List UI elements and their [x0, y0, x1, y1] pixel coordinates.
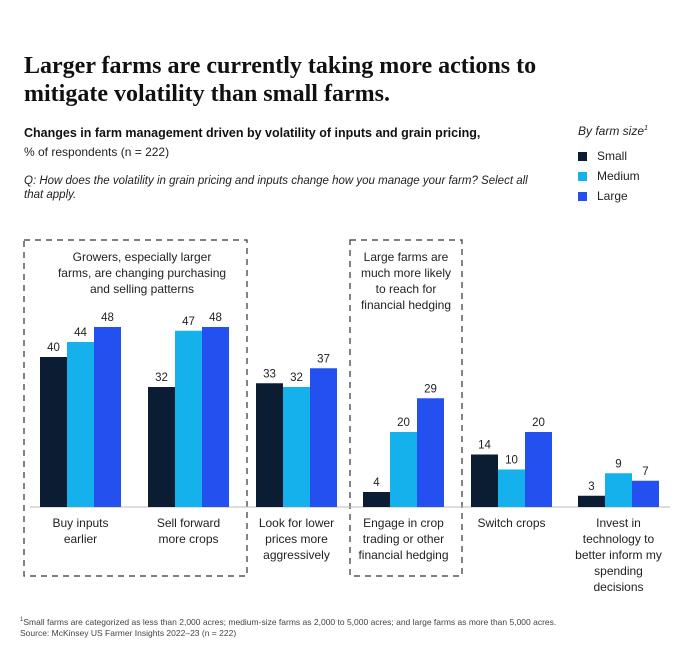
chart-unit: % of respondents (n = 222): [24, 145, 170, 159]
category-label-1-line-0: Sell forward: [157, 516, 220, 530]
annotation-1-line-3: financial hedging: [361, 298, 451, 312]
category-label-5-line-0: Invest in: [596, 516, 641, 530]
bar-small-3: [363, 492, 390, 507]
bar-medium-3: [390, 432, 417, 507]
category-label-3-line-2: financial hedging: [358, 548, 448, 562]
footnote-line-2: Source: McKinsey US Farmer Insights 2022…: [20, 627, 237, 638]
bar-small-4: [471, 454, 498, 507]
value-label-medium-0: 44: [74, 327, 87, 339]
category-label-2-line-1: prices more: [265, 532, 328, 546]
legend-title-text: By farm size: [578, 124, 645, 138]
category-label-0-line-0: Buy inputs: [52, 516, 108, 530]
annotation-0-line-1: farms, are changing purchasing: [58, 266, 226, 280]
category-label-1-line-1: more crops: [158, 532, 218, 546]
bar-medium-5: [605, 473, 632, 507]
legend-item-large: Large: [578, 186, 648, 206]
annotation-box-hedging: [349, 239, 463, 577]
value-label-large-0: 48: [101, 312, 114, 324]
value-label-small-5: 3: [588, 481, 594, 493]
legend-label-medium: Medium: [597, 169, 640, 183]
value-label-medium-4: 10: [505, 455, 518, 467]
legend-item-medium: Medium: [578, 166, 648, 186]
bar-medium-2: [283, 387, 310, 507]
annotation-0-line-0: Growers, especially larger: [73, 250, 212, 264]
category-label-0-line-1: earlier: [64, 532, 97, 546]
bar-small-1: [148, 387, 175, 507]
value-label-large-3: 29: [424, 383, 437, 395]
value-label-medium-3: 20: [397, 417, 410, 429]
bar-large-4: [525, 432, 552, 507]
bar-medium-4: [498, 469, 525, 507]
value-label-small-3: 4: [373, 477, 380, 489]
category-label-2-line-0: Look for lower: [259, 516, 334, 530]
bar-small-2: [256, 383, 283, 507]
value-label-small-1: 32: [155, 372, 168, 384]
category-label-5-line-4: decisions: [593, 580, 643, 594]
bar-small-0: [40, 357, 67, 507]
legend: By farm size1 Small Medium Large: [578, 124, 648, 206]
value-label-medium-5: 9: [615, 458, 621, 470]
chart-subtitle: Changes in farm management driven by vol…: [24, 126, 481, 140]
legend-label-small: Small: [597, 149, 628, 163]
value-label-small-0: 40: [47, 342, 60, 354]
annotation-1-line-0: Large farms are: [364, 250, 449, 264]
category-label-2-line-2: aggressively: [263, 548, 330, 562]
bar-large-3: [417, 398, 444, 507]
category-label-5-line-1: technology to: [583, 532, 655, 546]
annotation-1-line-1: much more likely: [361, 266, 451, 280]
bar-large-0: [94, 327, 121, 507]
value-label-small-4: 14: [478, 440, 491, 452]
legend-item-small: Small: [578, 146, 648, 166]
category-label-5-line-2: better inform my: [575, 548, 662, 562]
survey-question: Q: How does the volatility in grain pric…: [24, 175, 528, 201]
footnote-line-1: 1Small farms are categorized as less tha…: [20, 615, 556, 628]
bar-large-5: [632, 480, 659, 507]
category-label-4-line-0: Switch crops: [477, 516, 545, 530]
bar-large-1: [202, 327, 229, 507]
legend-swatch-large: [578, 191, 587, 201]
bar-small-5: [578, 495, 605, 507]
bar-medium-0: [67, 342, 94, 507]
value-label-large-2: 37: [317, 353, 330, 365]
annotation-box-purchasing: [23, 239, 248, 577]
legend-swatch-small: [578, 151, 587, 161]
legend-label-large: Large: [597, 189, 628, 203]
footnote: 1Small farms are categorized as less tha…: [20, 615, 556, 639]
bar-medium-1: [175, 330, 202, 507]
value-label-medium-1: 47: [182, 316, 195, 328]
chart-title: Larger farms are currently taking more a…: [24, 53, 537, 107]
value-label-small-2: 33: [263, 368, 276, 380]
value-label-medium-2: 32: [290, 372, 303, 384]
value-label-large-5: 7: [642, 466, 648, 478]
footnote-sup: 1: [20, 617, 24, 623]
legend-title: By farm size1: [578, 124, 648, 138]
bar-large-2: [310, 368, 337, 507]
footnote-text-1: Small farms are categorized as less than…: [23, 616, 557, 627]
category-label-3-line-1: trading or other: [363, 532, 444, 546]
value-label-large-1: 48: [209, 312, 222, 324]
value-label-large-4: 20: [532, 417, 545, 429]
legend-swatch-medium: [578, 171, 587, 181]
annotation-1-line-2: to reach for: [376, 282, 437, 296]
legend-title-sup: 1: [644, 125, 648, 132]
annotation-0-line-2: and selling patterns: [90, 282, 194, 296]
category-label-5-line-3: spending: [594, 564, 643, 578]
category-label-3-line-0: Engage in crop: [363, 516, 444, 530]
